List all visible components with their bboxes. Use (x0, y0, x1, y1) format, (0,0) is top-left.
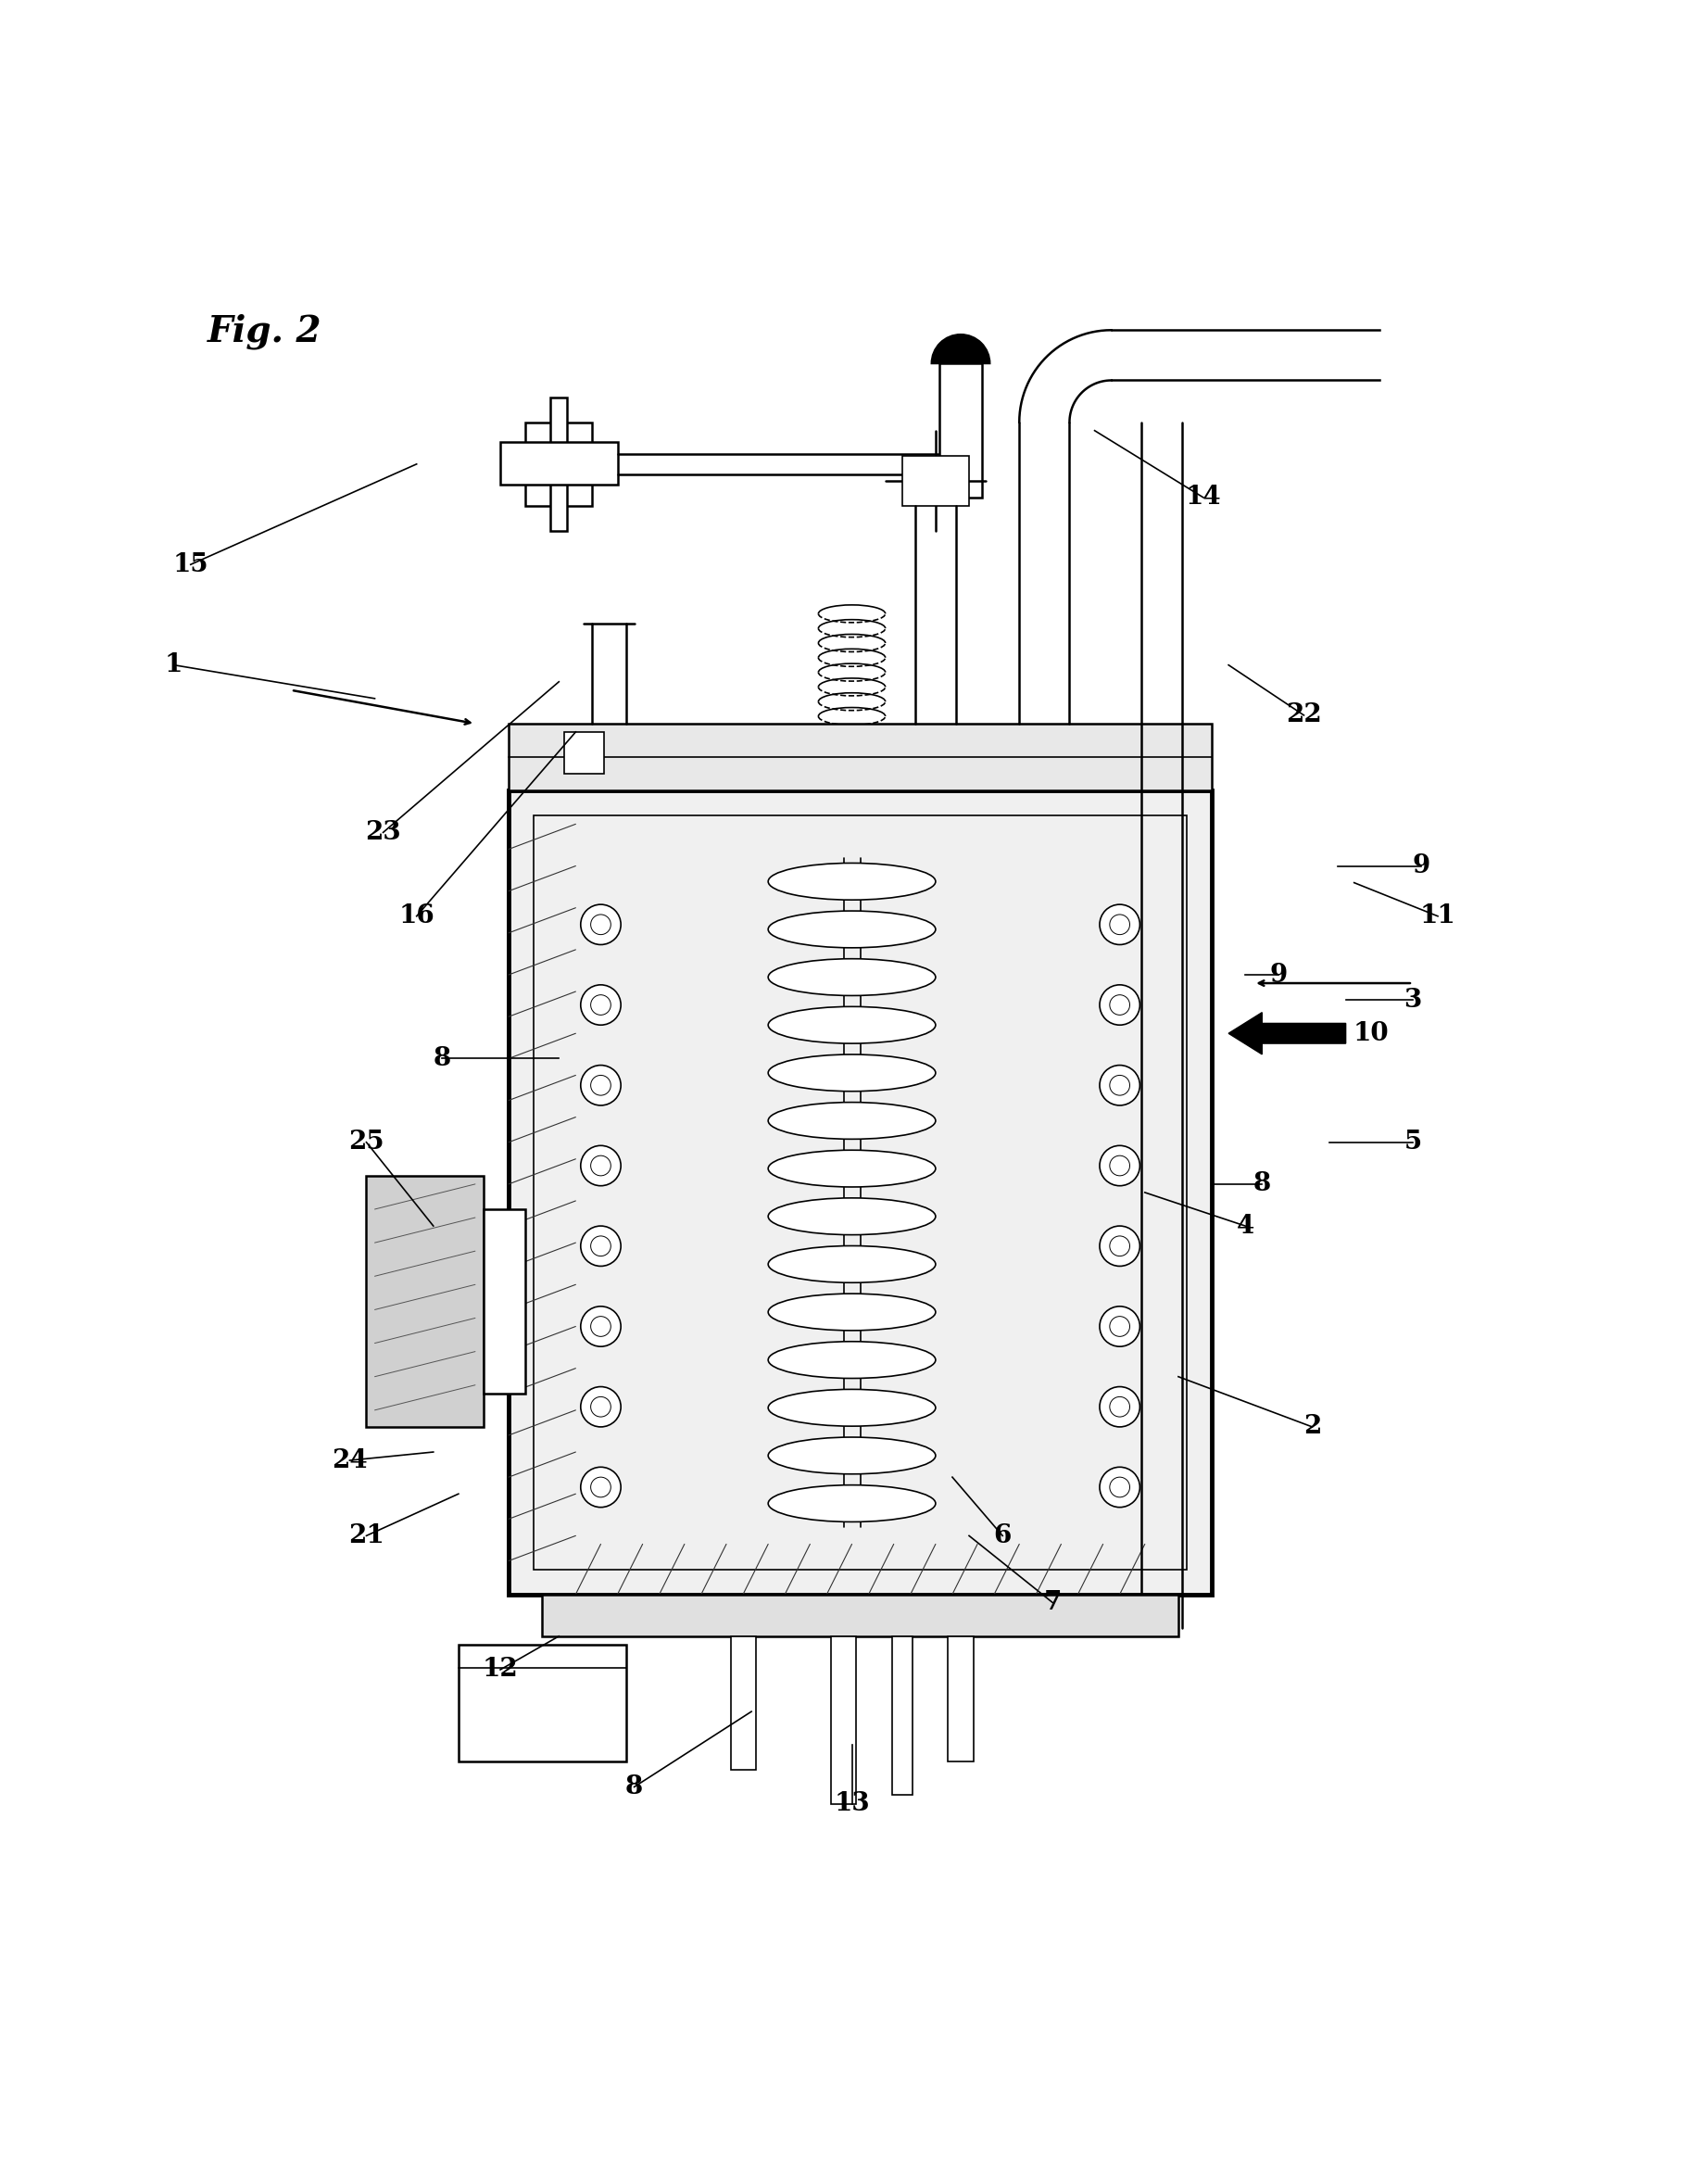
Text: 2: 2 (1304, 1415, 1321, 1439)
Text: 13: 13 (833, 1791, 870, 1817)
Ellipse shape (768, 1055, 936, 1092)
Circle shape (1100, 1306, 1140, 1348)
Bar (501, 443, 617, 485)
Circle shape (590, 1317, 611, 1337)
Circle shape (580, 1306, 621, 1348)
Text: 11: 11 (1420, 904, 1456, 928)
Circle shape (1100, 1387, 1140, 1426)
Circle shape (590, 1398, 611, 1417)
Bar (542, 1594, 1178, 1636)
Text: Fig. 2: Fig. 2 (208, 312, 322, 349)
Ellipse shape (768, 1437, 936, 1474)
Circle shape (580, 1387, 621, 1426)
Bar (459, 1645, 626, 1762)
Text: 23: 23 (364, 819, 402, 845)
FancyArrow shape (1056, 1216, 1137, 1254)
Text: 9: 9 (1270, 963, 1287, 987)
Bar (533, 815, 1186, 1570)
Ellipse shape (768, 863, 936, 900)
Circle shape (1110, 1317, 1130, 1337)
Circle shape (1110, 1075, 1130, 1096)
Text: 21: 21 (349, 1522, 385, 1548)
Circle shape (580, 1147, 621, 1186)
Ellipse shape (768, 1341, 936, 1378)
Circle shape (580, 1225, 621, 1267)
Circle shape (580, 985, 621, 1024)
Circle shape (1100, 1066, 1140, 1105)
Circle shape (1110, 1398, 1130, 1417)
Bar (484, 1210, 525, 1393)
Ellipse shape (768, 959, 936, 996)
Circle shape (1100, 904, 1140, 946)
Text: 10: 10 (1353, 1020, 1388, 1046)
Bar (940, 363, 982, 498)
Text: 1: 1 (165, 653, 182, 677)
Wedge shape (931, 334, 990, 363)
Text: 12: 12 (482, 1658, 518, 1682)
Circle shape (590, 1155, 611, 1175)
Text: 8: 8 (434, 1046, 450, 1070)
Ellipse shape (768, 1293, 936, 1330)
Circle shape (590, 915, 611, 935)
Bar (730, 1636, 756, 1771)
Bar (366, 1175, 484, 1426)
Ellipse shape (768, 1151, 936, 1186)
Bar (948, 1636, 973, 1762)
Circle shape (1100, 1468, 1140, 1507)
Text: 5: 5 (1404, 1129, 1422, 1155)
Circle shape (1110, 1476, 1130, 1498)
Circle shape (580, 904, 621, 946)
Circle shape (580, 1468, 621, 1507)
Text: 15: 15 (172, 553, 209, 577)
Text: 24: 24 (332, 1448, 368, 1472)
Circle shape (590, 1476, 611, 1498)
Circle shape (590, 1075, 611, 1096)
Ellipse shape (768, 1389, 936, 1426)
Circle shape (1100, 1225, 1140, 1267)
Circle shape (1100, 1147, 1140, 1186)
Bar (550, 397, 567, 531)
Circle shape (590, 996, 611, 1016)
Bar (563, 732, 604, 773)
Text: 4: 4 (1237, 1214, 1253, 1238)
Text: 16: 16 (398, 904, 435, 928)
Circle shape (1110, 996, 1130, 1016)
Circle shape (1110, 1236, 1130, 1256)
Text: 8: 8 (1253, 1171, 1270, 1197)
Circle shape (1110, 915, 1130, 935)
Ellipse shape (768, 1245, 936, 1282)
Text: 14: 14 (1186, 485, 1221, 511)
Ellipse shape (768, 911, 936, 948)
Circle shape (1100, 985, 1140, 1024)
Bar (509, 723, 1211, 791)
Circle shape (580, 1066, 621, 1105)
Text: 3: 3 (1404, 987, 1422, 1013)
Bar (892, 1636, 913, 1795)
Ellipse shape (768, 1485, 936, 1522)
Text: 9: 9 (1412, 854, 1431, 878)
Bar (525, 422, 592, 507)
Text: 7: 7 (1044, 1590, 1061, 1616)
Text: 8: 8 (626, 1773, 643, 1800)
Text: 25: 25 (349, 1129, 385, 1155)
Bar (509, 791, 1211, 1594)
Ellipse shape (768, 1007, 936, 1044)
Text: 22: 22 (1285, 703, 1323, 727)
Ellipse shape (768, 1103, 936, 1140)
Text: 6: 6 (994, 1522, 1012, 1548)
Ellipse shape (768, 1199, 936, 1234)
Bar (832, 1636, 855, 1804)
Circle shape (1110, 1155, 1130, 1175)
Bar (903, 456, 968, 507)
FancyArrow shape (1228, 1013, 1346, 1055)
Circle shape (590, 1236, 611, 1256)
